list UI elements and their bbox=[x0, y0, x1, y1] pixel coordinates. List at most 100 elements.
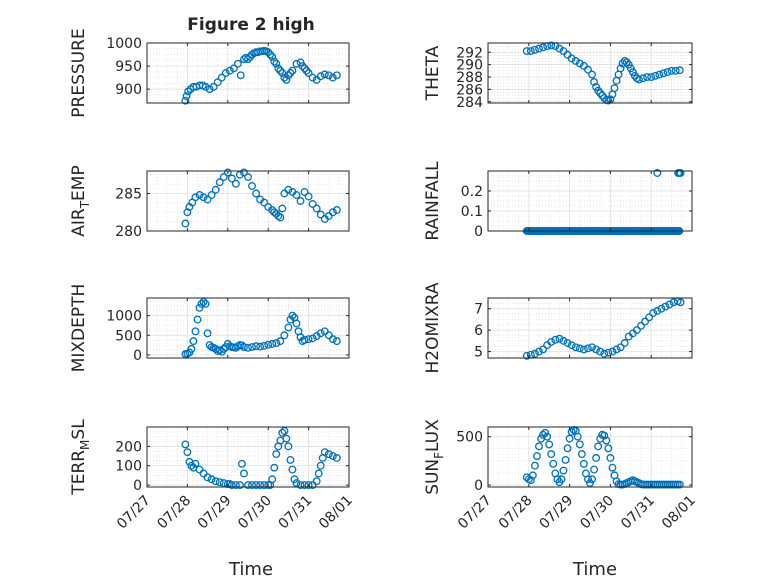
data-point bbox=[300, 336, 309, 344]
data-point bbox=[280, 331, 289, 340]
data-point bbox=[332, 454, 341, 462]
data-point bbox=[575, 344, 584, 353]
series-markers bbox=[181, 297, 341, 359]
data-point bbox=[592, 454, 601, 462]
data-point bbox=[286, 315, 295, 324]
data-point bbox=[543, 432, 552, 441]
data-point bbox=[292, 479, 301, 488]
x-tick-label: 07/31 bbox=[618, 493, 658, 533]
data-point bbox=[244, 173, 252, 181]
data-point bbox=[579, 459, 588, 468]
data-point bbox=[211, 185, 220, 194]
series-markers bbox=[522, 41, 684, 105]
y-axis-label: RAINFALL bbox=[423, 161, 443, 241]
data-point bbox=[563, 444, 572, 453]
data-point bbox=[272, 59, 281, 68]
data-point bbox=[276, 213, 285, 222]
data-point bbox=[184, 87, 193, 96]
data-point bbox=[229, 64, 238, 73]
data-point bbox=[588, 70, 596, 79]
data-point bbox=[565, 434, 574, 443]
y-axis-label: THETA bbox=[423, 45, 443, 101]
data-point bbox=[320, 448, 329, 457]
data-point bbox=[199, 193, 208, 202]
data-point bbox=[528, 471, 537, 480]
data-point bbox=[215, 478, 224, 487]
y-tick-label: 500 bbox=[456, 430, 483, 446]
data-point bbox=[274, 64, 283, 73]
data-point bbox=[248, 481, 256, 490]
data-point bbox=[332, 71, 341, 80]
data-point bbox=[215, 178, 224, 187]
data-point bbox=[530, 461, 539, 470]
data-point bbox=[571, 343, 580, 352]
data-point bbox=[533, 452, 541, 460]
y-tick-label: 1000 bbox=[106, 36, 142, 52]
data-point bbox=[256, 342, 265, 351]
data-point bbox=[219, 173, 228, 181]
data-point bbox=[328, 335, 337, 344]
data-point bbox=[223, 168, 232, 177]
axes-box bbox=[146, 170, 350, 232]
x-tick-label: 07/27 bbox=[114, 493, 154, 533]
y-tick-label: 0.1 bbox=[461, 204, 483, 220]
x-tick-label: 08/01 bbox=[316, 493, 356, 533]
y-tick-label: 286 bbox=[456, 82, 483, 98]
data-point bbox=[231, 179, 240, 188]
data-point bbox=[280, 426, 289, 435]
data-point bbox=[276, 66, 285, 75]
data-point bbox=[616, 64, 625, 73]
data-point bbox=[235, 481, 244, 490]
data-point bbox=[571, 56, 580, 65]
data-point bbox=[632, 326, 641, 335]
data-point bbox=[676, 298, 685, 307]
data-point bbox=[187, 345, 196, 353]
subplot-sun: 0 500 07/27 07/28 07/29 07/30 07/31 08/01 SUNFLU… bbox=[423, 419, 699, 533]
data-point bbox=[584, 65, 592, 74]
data-point bbox=[193, 315, 202, 324]
data-point bbox=[541, 428, 550, 437]
data-point bbox=[286, 69, 295, 77]
data-point bbox=[280, 73, 289, 82]
data-point bbox=[675, 66, 684, 75]
data-point bbox=[557, 475, 566, 484]
data-point bbox=[316, 72, 325, 81]
data-point bbox=[292, 319, 301, 328]
data-point bbox=[302, 66, 311, 75]
data-point bbox=[189, 337, 198, 346]
data-point bbox=[240, 168, 248, 177]
y-tick-label: 500 bbox=[115, 328, 142, 344]
data-point bbox=[266, 50, 275, 59]
data-point bbox=[547, 337, 556, 346]
y-axis-label: TERRMSL bbox=[69, 419, 92, 496]
data-point bbox=[191, 327, 200, 336]
data-point bbox=[641, 317, 650, 326]
data-point bbox=[539, 430, 548, 439]
axes-box bbox=[146, 42, 350, 104]
data-point bbox=[637, 321, 645, 330]
data-point bbox=[676, 169, 685, 177]
data-point bbox=[535, 44, 543, 53]
data-point bbox=[244, 481, 252, 490]
subplot-terr: 0 100 200 07/27 07/28 07/29 07/30 07/31 08/01 TER… bbox=[69, 419, 356, 533]
data-point bbox=[647, 73, 656, 81]
x-tick-label: 07/29 bbox=[537, 493, 577, 533]
data-point bbox=[236, 71, 245, 80]
data-point bbox=[530, 349, 539, 358]
data-point bbox=[278, 428, 287, 437]
y-tick-label: 0 bbox=[133, 348, 142, 364]
series-markers bbox=[181, 46, 341, 105]
data-point bbox=[567, 341, 576, 350]
data-point bbox=[594, 442, 603, 451]
data-point bbox=[579, 345, 588, 354]
data-point bbox=[215, 346, 224, 355]
data-point bbox=[260, 198, 269, 207]
data-point bbox=[530, 45, 539, 54]
data-point bbox=[272, 450, 281, 459]
data-point bbox=[559, 336, 568, 345]
y-tick-label: 100 bbox=[115, 459, 142, 475]
subplot-pressure: 900 950 1000 PRESSURE bbox=[69, 28, 350, 118]
data-point bbox=[292, 191, 301, 199]
